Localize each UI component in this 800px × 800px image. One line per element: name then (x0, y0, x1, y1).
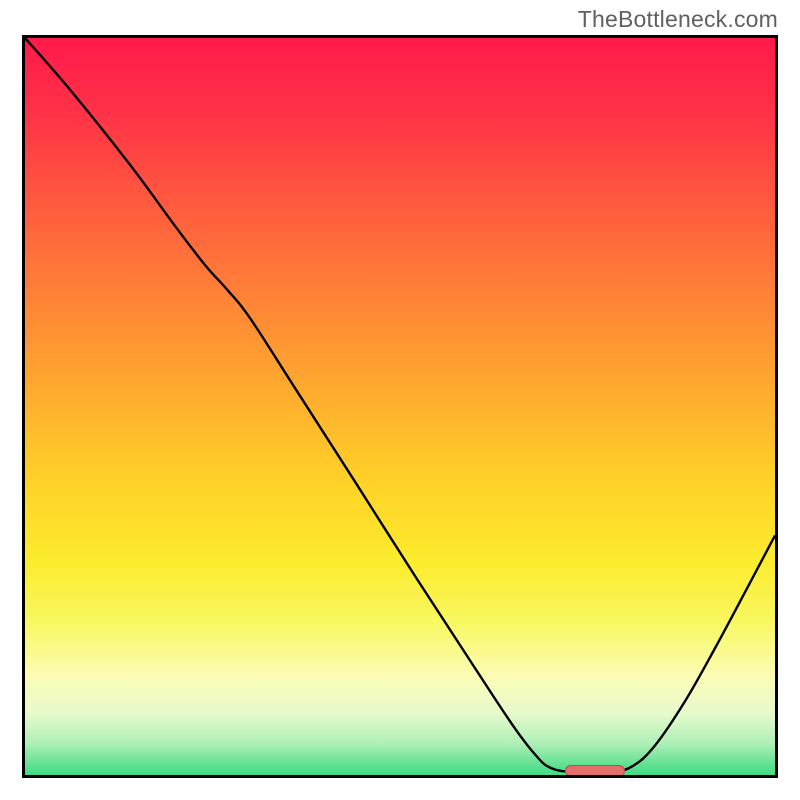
bottleneck-chart: TheBottleneck.com (0, 0, 800, 800)
optimum-marker (565, 765, 625, 777)
watermark-text: TheBottleneck.com (578, 6, 778, 33)
bottleneck-curve (25, 38, 775, 775)
plot-area (22, 35, 778, 778)
